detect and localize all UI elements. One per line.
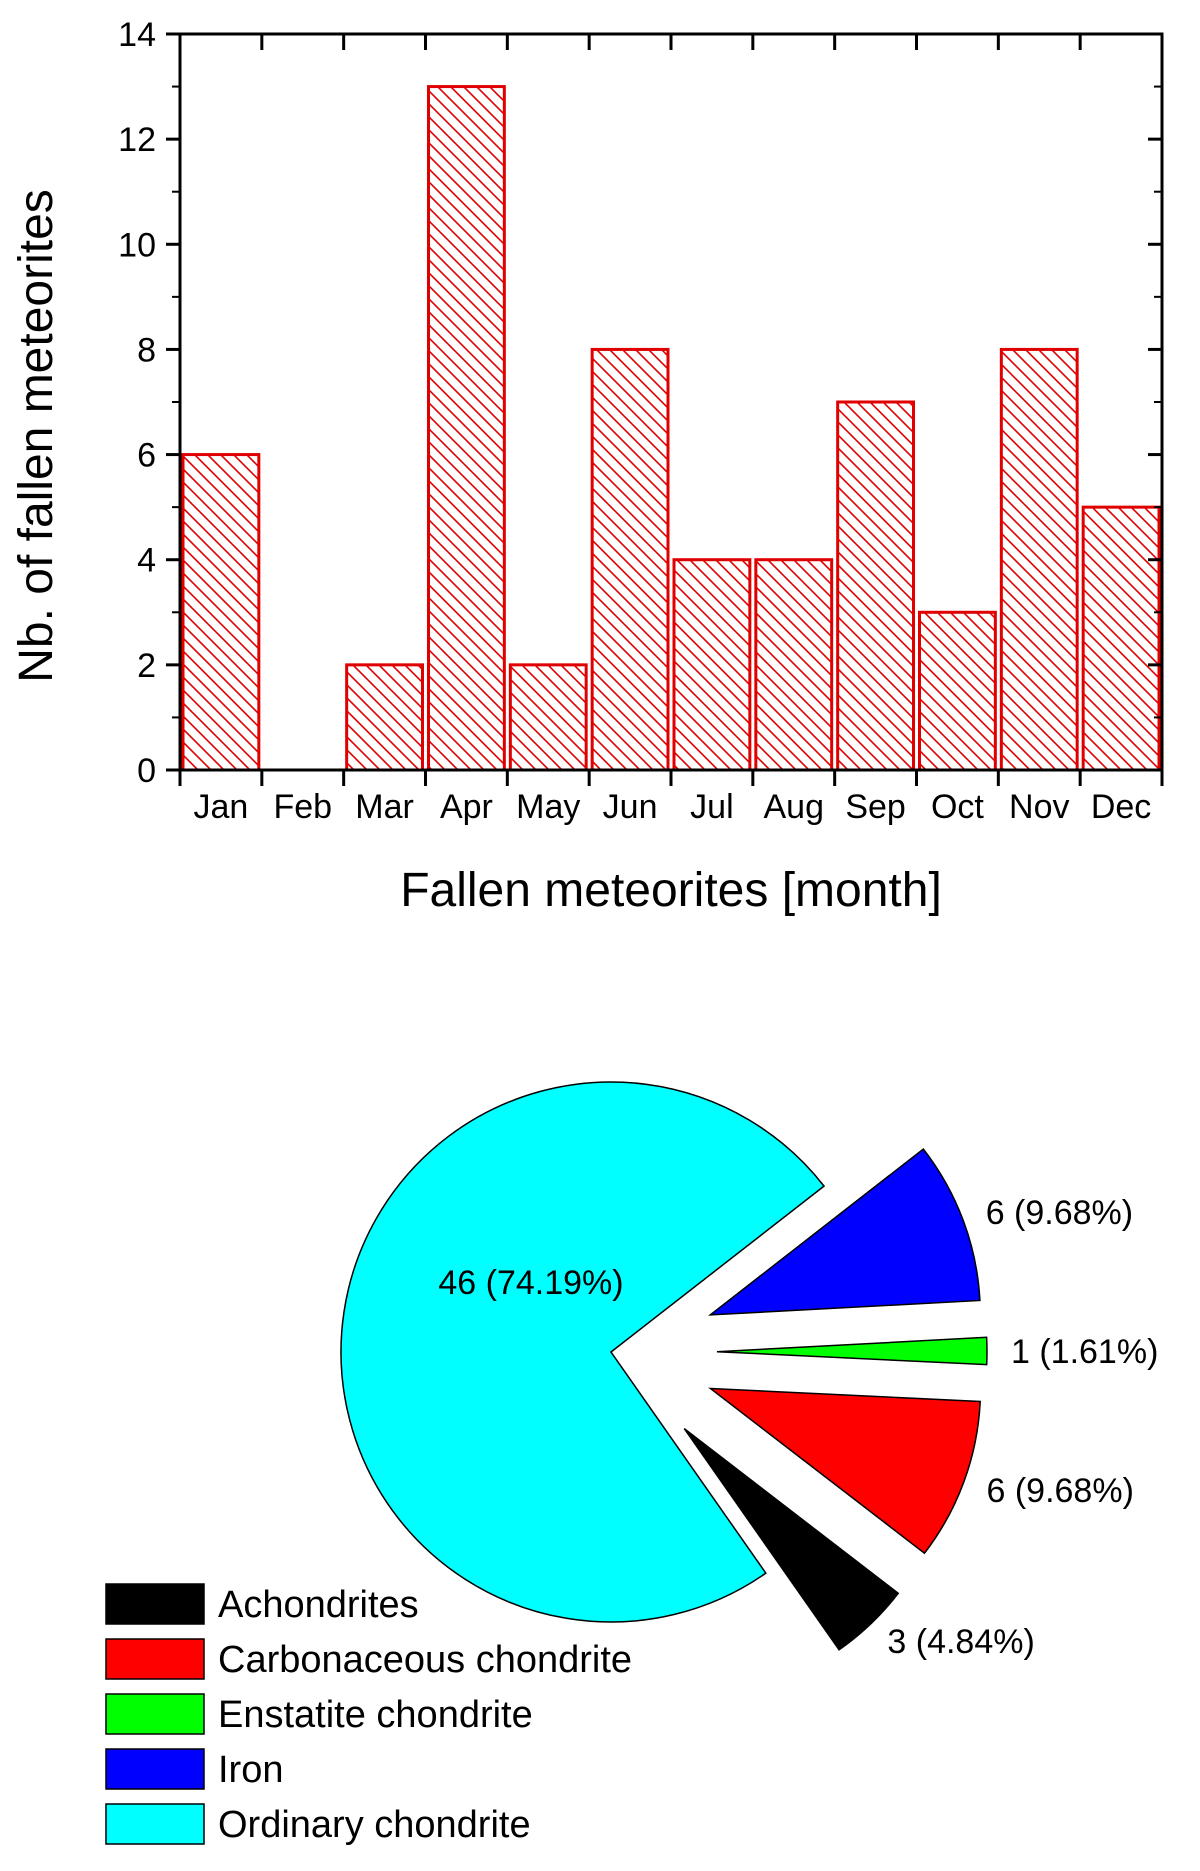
x-tick-label: Jul — [690, 788, 733, 826]
bar-oct — [918, 610, 997, 772]
x-tick-label: Apr — [440, 788, 493, 826]
legend-swatch-carbonaceous-chondrite — [105, 1638, 205, 1680]
x-tick-label: Sep — [845, 788, 906, 826]
x-tick-label: Oct — [931, 788, 984, 826]
y-tick-label: 8 — [137, 331, 156, 369]
y-tick-label: 14 — [118, 16, 156, 54]
pie-slice-ordinary-chondrite — [340, 1081, 826, 1623]
pie-label-enstatite-chondrite: 1 (1.61%) — [1011, 1333, 1158, 1371]
y-tick-label: 6 — [137, 437, 156, 475]
bar-jan — [181, 453, 261, 772]
x-tick-label: Jun — [603, 788, 658, 826]
bar-sep — [836, 400, 916, 772]
pie-slice-iron — [707, 1147, 981, 1316]
y-axis-ticks: 0 2 4 6 8 10 12 14 — [118, 16, 1162, 790]
bars-group — [181, 85, 1161, 772]
legend-swatch-ordinary-chondrite — [105, 1803, 205, 1845]
pie-chart: 3 (4.84%) 6 (9.68%) 1 (1.61%) 6 (9.68%) 46 (… — [340, 1081, 1158, 1661]
pie-label-carbonaceous-chondrite: 6 (9.68%) — [986, 1472, 1133, 1510]
x-tick-label: Nov — [1009, 788, 1069, 826]
bar-jun — [590, 347, 670, 772]
y-tick-label: 4 — [137, 542, 156, 580]
pie-label-ordinary-chondrite: 46 (74.19%) — [438, 1264, 623, 1302]
legend-swatch-iron — [105, 1748, 205, 1790]
bar-may — [508, 663, 588, 772]
pie-slice-achondrites — [683, 1428, 900, 1651]
bar-chart: 0 2 4 6 8 10 12 14 Jan Feb Mar Apr May Jun Jul Aug Sep O… — [10, 16, 1164, 917]
legend-label-carbonaceous-chondrite: Carbonaceous chondrite — [218, 1639, 632, 1681]
pie-legend: Achondrites Carbonaceous chondrite Enstati… — [105, 1583, 632, 1846]
legend-swatch-enstatite-chondrite — [105, 1693, 205, 1735]
x-tick-label: Feb — [273, 788, 332, 826]
pie-slice-enstatite-chondrite — [716, 1336, 988, 1366]
x-tick-label: Dec — [1091, 788, 1151, 826]
x-axis-title: Fallen meteorites [month] — [400, 864, 942, 917]
y-tick-label: 10 — [118, 226, 156, 264]
bar-aug — [754, 558, 834, 772]
bar-nov — [999, 347, 1079, 772]
y-tick-label: 12 — [118, 121, 156, 159]
pie-label-achondrites: 3 (4.84%) — [887, 1623, 1034, 1661]
bar-apr — [427, 85, 506, 772]
bar-mar — [345, 663, 424, 772]
y-tick-label: 0 — [137, 752, 156, 790]
y-tick-label: 2 — [137, 647, 156, 685]
x-tick-label: Aug — [764, 788, 825, 826]
bar-dec — [1081, 505, 1161, 772]
legend-swatch-achondrites — [105, 1583, 205, 1625]
x-tick-label: May — [516, 788, 580, 826]
bar-jul — [672, 558, 752, 772]
x-axis-ticks: Jan Feb Mar Apr May Jun Jul Aug Sep Oct Nov Dec — [178, 34, 1164, 826]
pie-label-iron: 6 (9.68%) — [986, 1194, 1133, 1232]
x-tick-label: Jan — [194, 788, 249, 826]
x-tick-label: Mar — [355, 788, 414, 826]
legend-label-achondrites: Achondrites — [218, 1584, 419, 1626]
y-axis-title: Nb. of fallen meteorites — [10, 189, 63, 683]
legend-label-iron: Iron — [218, 1749, 283, 1791]
legend-label-enstatite-chondrite: Enstatite chondrite — [218, 1694, 533, 1736]
legend-label-ordinary-chondrite: Ordinary chondrite — [218, 1804, 531, 1846]
pie-slice-carbonaceous-chondrite — [708, 1387, 981, 1555]
